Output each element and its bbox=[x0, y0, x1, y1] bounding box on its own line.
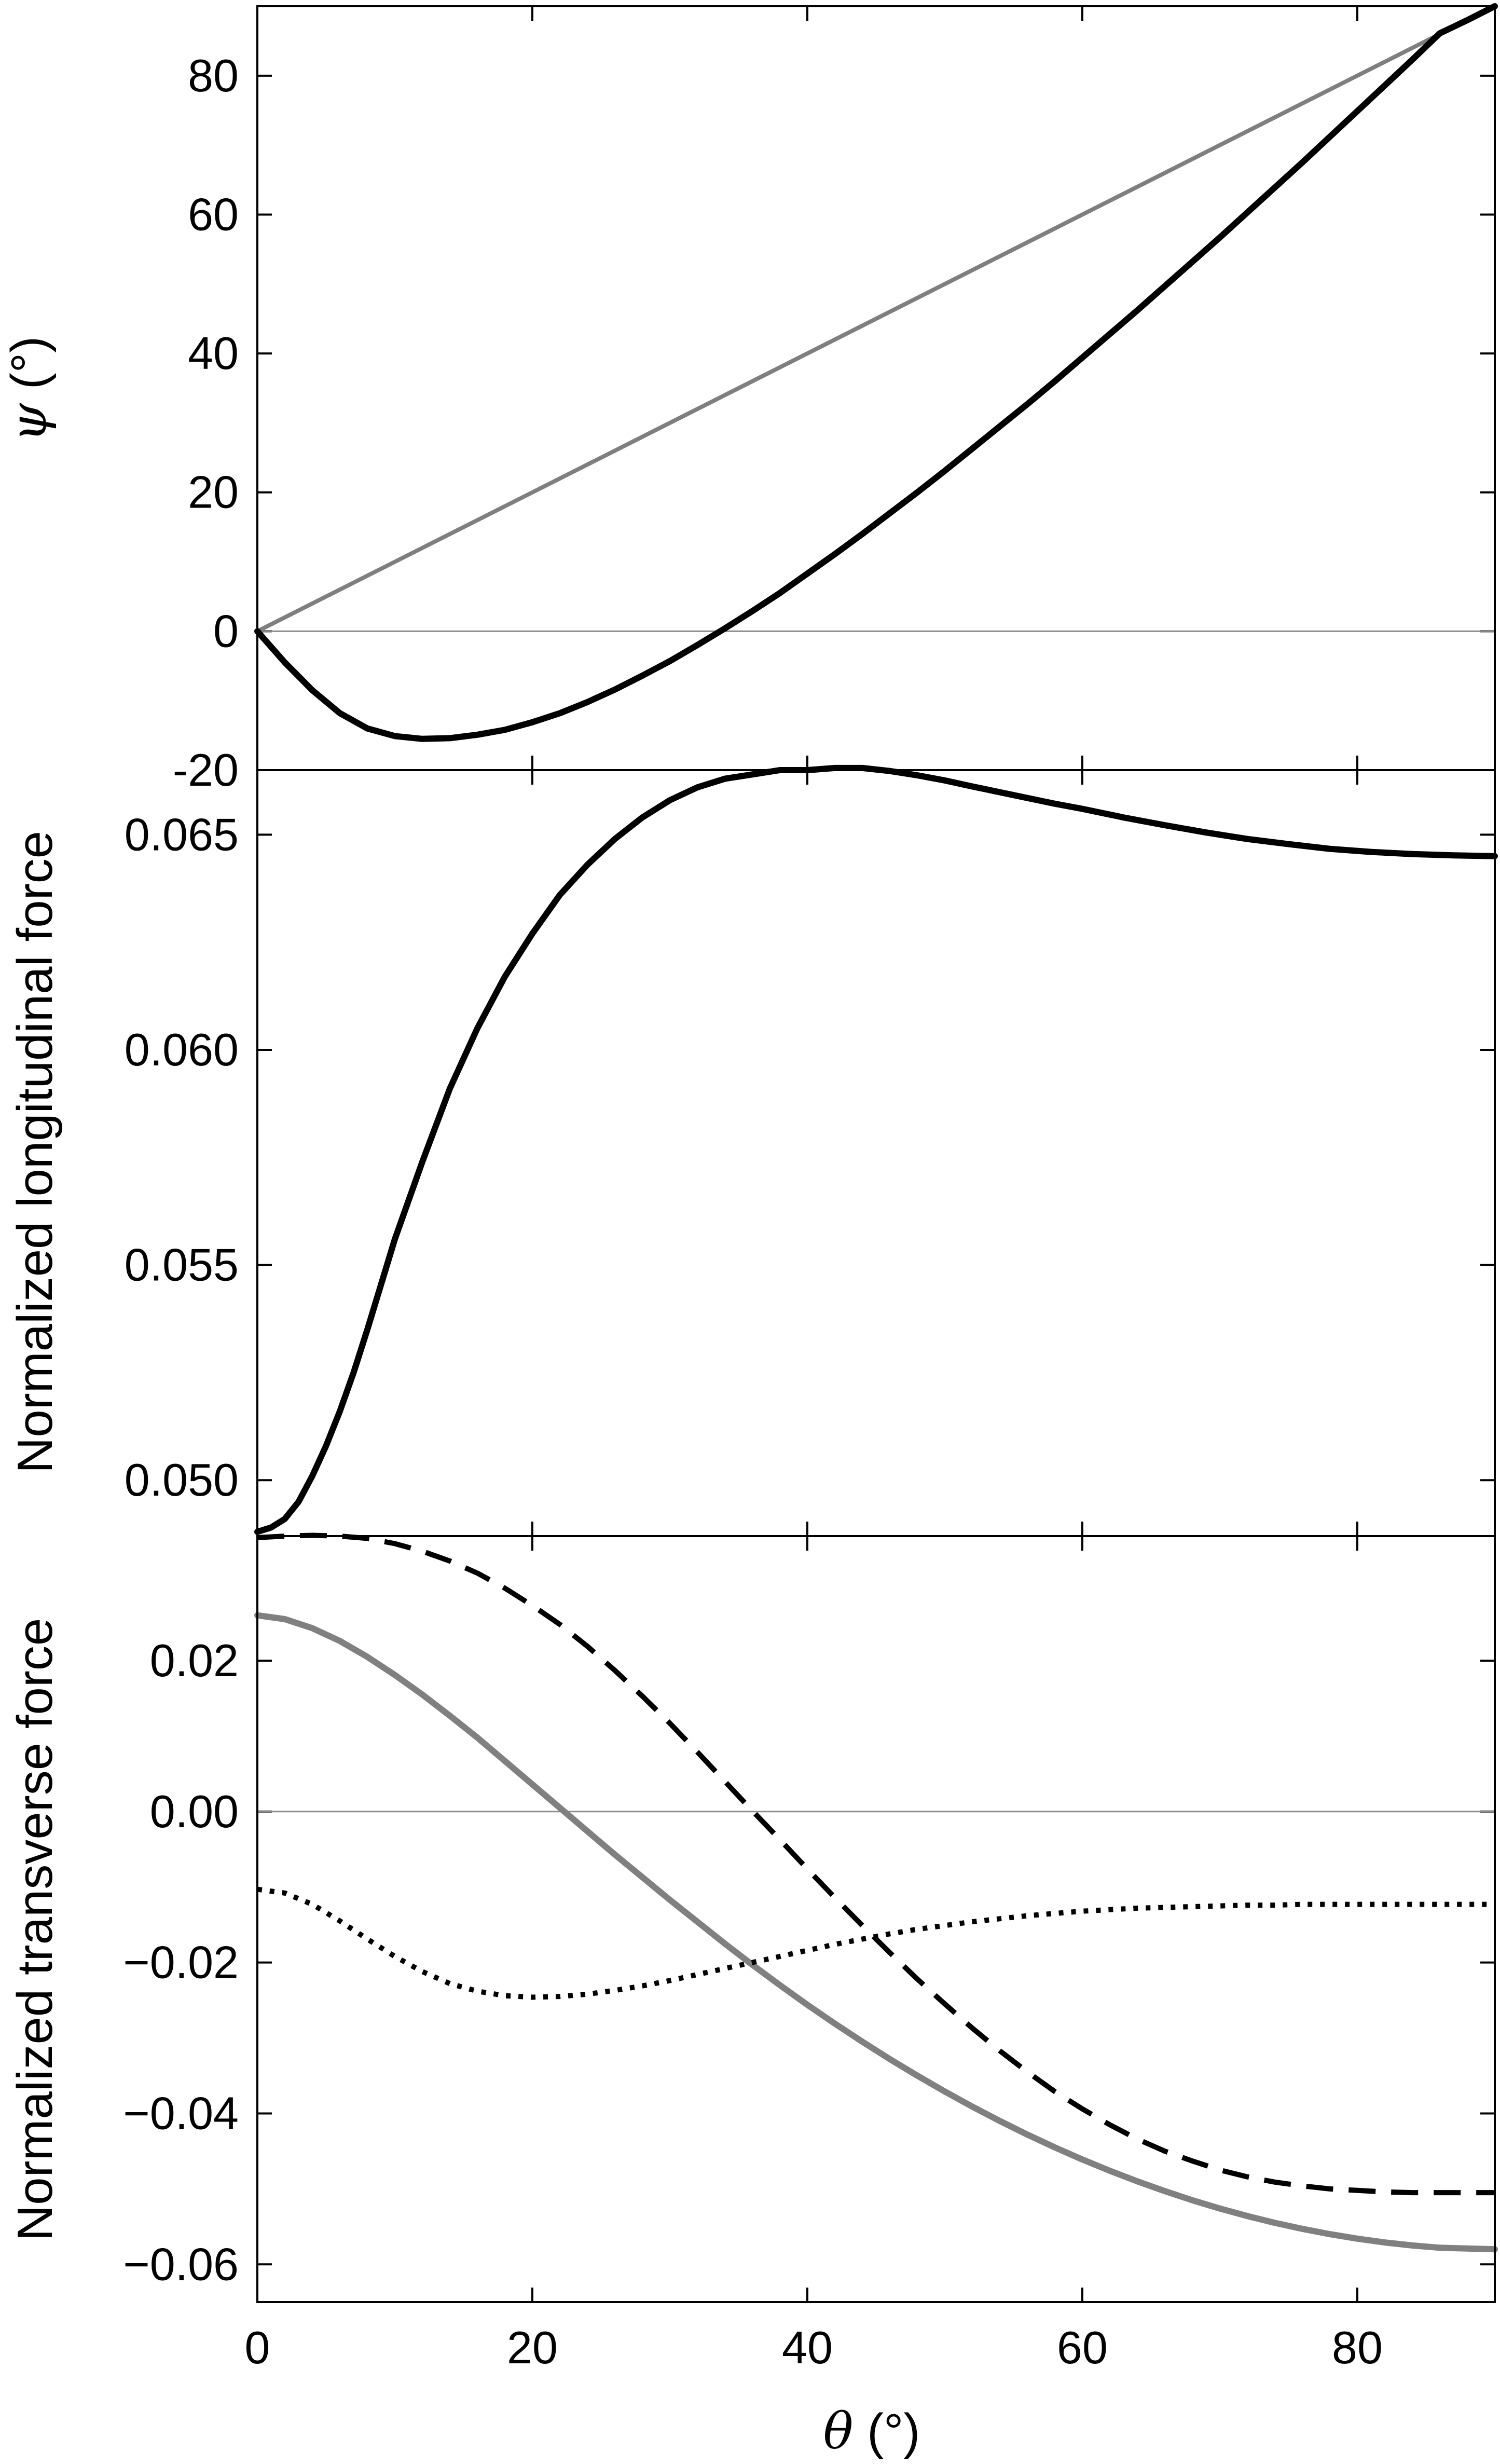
transverse-force-series-2-line bbox=[254, 1612, 1498, 2253]
theta-xtick-label: 80 bbox=[1332, 2322, 1383, 2373]
psi-ytick-label: 0 bbox=[213, 605, 239, 656]
psi-axis-label: ψ (°) bbox=[0, 336, 58, 442]
transverse-force-ytick-label: −0.02 bbox=[123, 1937, 239, 1988]
psi-series-1-line bbox=[255, 4, 1497, 634]
psi-panel-ticks: 80 60 40 20 0 -20 bbox=[173, 6, 1495, 796]
transverse-force-ytick-label: −0.04 bbox=[123, 2087, 239, 2139]
transverse-force-ytick-label: −0.06 bbox=[123, 2238, 239, 2290]
transverse-force-panel: 0.02 0.00 −0.02 −0.04 −0.060 20 40 60 80 Normali… bbox=[7, 1532, 1498, 2460]
psi-ytick-label: 80 bbox=[188, 50, 239, 101]
longitudinal-force-panel: 0.065 0.060 0.055 0.050 Normalized longitud… bbox=[7, 764, 1498, 1537]
theta-xtick-label: 40 bbox=[782, 2322, 833, 2373]
longitudinal-force-panel-curves bbox=[254, 764, 1498, 1535]
transverse-force-series-1-line bbox=[257, 1532, 1495, 2196]
psi-ytick-label: 40 bbox=[188, 327, 239, 379]
theta-xtick-label: 20 bbox=[507, 2322, 558, 2373]
transverse-force-ytick-label: 0.00 bbox=[150, 1786, 239, 1837]
psi-panel: 80 60 40 20 0 -20 ψ (°) bbox=[0, 3, 1498, 796]
longitudinal-force-axis-label: Normalized longitudinal force bbox=[7, 831, 63, 1473]
theta-axis-label: θ (°) bbox=[823, 2402, 920, 2460]
psi-ytick-label: -20 bbox=[173, 744, 239, 796]
transverse-force-ytick-label: 0.02 bbox=[150, 1635, 239, 1686]
psi-axis-label-symbol: ψ bbox=[0, 402, 58, 442]
transverse-force-series-3-line bbox=[257, 1886, 1495, 2000]
transverse-force-axis-label: Normalized transverse force bbox=[7, 1618, 63, 2241]
psi-ytick-label: 60 bbox=[188, 188, 239, 240]
psi-panel-curves bbox=[254, 3, 1498, 742]
psi-axis-label-unit: (°) bbox=[1, 336, 57, 403]
theta-xtick-label: 0 bbox=[245, 2322, 270, 2373]
longitudinal-force-ytick-label: 0.050 bbox=[125, 1454, 239, 1505]
transverse-force-panel-ticks: 0.02 0.00 −0.02 −0.04 −0.060 20 40 60 80 bbox=[123, 1536, 1495, 2373]
longitudinal-force-panel-ticks: 0.065 0.060 0.055 0.050 bbox=[125, 770, 1495, 1536]
transverse-force-panel-frame bbox=[256, 1535, 1496, 2303]
psi-series-2-line bbox=[254, 3, 1498, 742]
longitudinal-force-ytick-label: 0.055 bbox=[125, 1239, 239, 1291]
longitudinal-force-series-1-line bbox=[254, 764, 1498, 1535]
theta-xtick-label: 60 bbox=[1057, 2322, 1108, 2373]
longitudinal-force-ytick-label: 0.060 bbox=[125, 1024, 239, 1075]
psi-ytick-label: 20 bbox=[188, 467, 239, 518]
theta-axis-label-unit: (°) bbox=[853, 2404, 920, 2459]
theta-axis-label-symbol: θ bbox=[823, 2402, 854, 2460]
transverse-force-panel-curves bbox=[254, 1532, 1498, 2253]
longitudinal-force-ytick-label: 0.065 bbox=[125, 809, 239, 860]
